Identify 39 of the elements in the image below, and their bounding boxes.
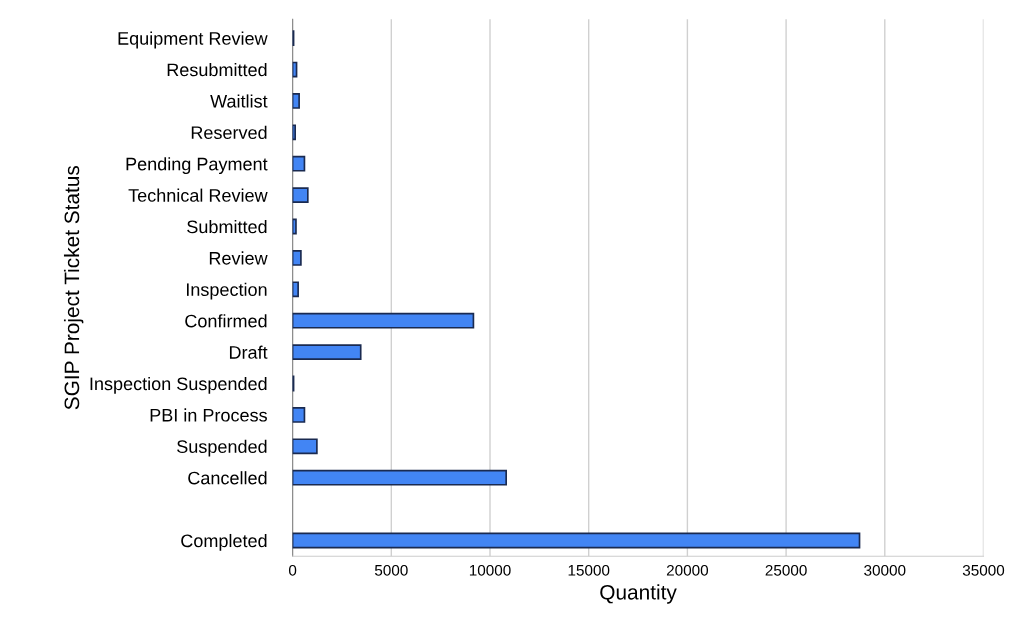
y-tick-label: Pending Payment <box>126 157 268 175</box>
y-tick-label: Confirmed <box>185 314 267 328</box>
bar <box>292 155 306 172</box>
y-tick-label: Equipment Review <box>118 31 268 49</box>
y-tick-label: Suspended <box>177 439 267 457</box>
x-tick-label: 35000 <box>962 564 1005 576</box>
bar <box>292 312 475 329</box>
bar <box>292 187 309 204</box>
bar <box>292 438 318 455</box>
y-tick-label: Inspection <box>186 282 267 300</box>
y-tick-label: Inspection Suspended <box>90 376 267 394</box>
x-tick-label: 10000 <box>469 564 511 576</box>
y-tick-label: Cancelled <box>188 471 267 485</box>
bar <box>292 93 300 109</box>
bar <box>292 469 508 486</box>
x-tick-label: 20000 <box>666 564 709 576</box>
y-axis-title: SGIP Project Ticket Status <box>63 165 84 410</box>
y-tick-label: Reserved <box>191 125 267 140</box>
y-tick-label: Draft <box>229 345 268 359</box>
bar <box>292 407 306 423</box>
x-axis-title: Quantity <box>600 584 677 604</box>
x-tick-label: 25000 <box>765 564 807 576</box>
bar <box>292 344 362 361</box>
y-tick-label: Technical Review <box>128 188 268 202</box>
bar <box>292 532 861 549</box>
y-tick-label: PBI in Process <box>150 408 267 422</box>
x-tick-label: 0 <box>288 564 297 576</box>
y-tick-label: Waitlist <box>210 94 268 108</box>
y-tick-label: Completed <box>181 533 267 551</box>
y-tick-label: Resubmitted <box>167 62 267 77</box>
bar <box>292 281 299 298</box>
x-tick-label: 5000 <box>374 564 408 576</box>
x-tick-label: 30000 <box>864 564 906 576</box>
y-tick-label: Review <box>209 251 268 265</box>
x-tick-label: 15000 <box>568 564 610 576</box>
bar <box>292 124 297 141</box>
bar <box>292 250 302 266</box>
bar <box>292 218 297 235</box>
y-tick-label: Submitted <box>187 219 267 234</box>
